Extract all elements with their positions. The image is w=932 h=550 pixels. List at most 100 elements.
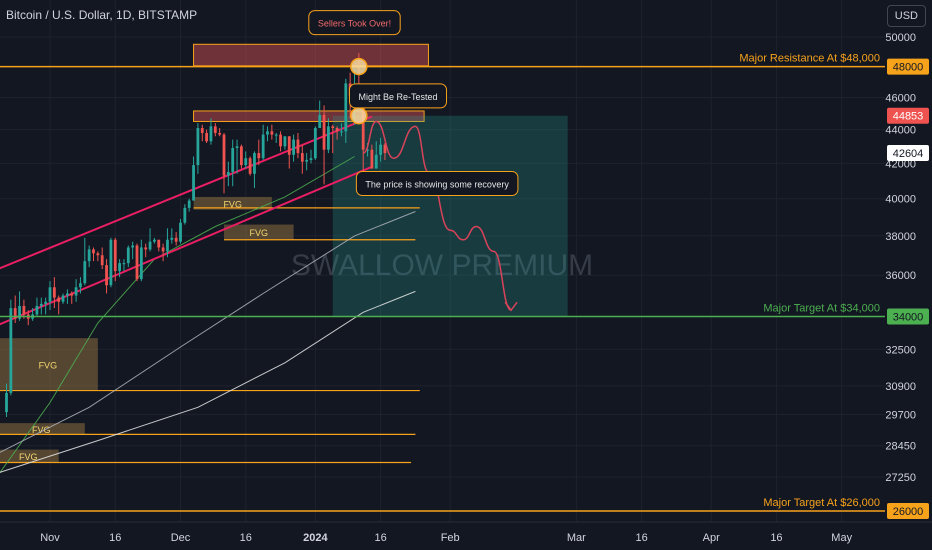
candle-body xyxy=(113,239,117,272)
candle-body xyxy=(344,83,348,132)
candle-body xyxy=(222,134,226,176)
candle-body xyxy=(92,249,95,254)
candle-body xyxy=(318,114,322,129)
candle-body xyxy=(309,158,313,160)
candle-body xyxy=(213,126,217,133)
candle-body xyxy=(266,131,269,135)
y-axis-label: 27250 xyxy=(885,472,916,484)
projection-arrowhead xyxy=(504,301,518,312)
candle-body xyxy=(22,305,26,315)
price-label-box xyxy=(887,58,929,75)
fvg-label: FVG xyxy=(32,425,51,435)
highlight-marker xyxy=(350,106,368,125)
candle-body xyxy=(248,158,252,174)
candle-body xyxy=(131,245,135,248)
fvg-label: FVG xyxy=(39,360,58,370)
candle-body xyxy=(109,239,113,286)
annotation-box xyxy=(355,171,519,197)
x-axis-label: 16 xyxy=(109,532,121,544)
price-label-text: 42604 xyxy=(893,148,924,160)
fvg-box xyxy=(0,338,98,391)
y-axis-label: 28450 xyxy=(885,441,916,453)
candle-body xyxy=(100,255,104,266)
candle-body xyxy=(52,287,56,298)
y-axis-label: 46000 xyxy=(885,92,916,104)
currency-button[interactable]: USD xyxy=(886,5,926,27)
level-label: Major Target At $26,000 xyxy=(763,497,880,509)
candle-body xyxy=(87,249,91,262)
fvg-label: FVG xyxy=(223,199,242,209)
x-axis-label: 16 xyxy=(770,532,782,544)
x-axis-label: Feb xyxy=(441,532,460,544)
candle-body xyxy=(287,136,291,155)
y-axis-label: 44000 xyxy=(885,125,916,137)
candle-body xyxy=(340,131,343,133)
y-axis-label: 29700 xyxy=(885,410,916,422)
x-axis-label: Dec xyxy=(171,532,191,544)
symbol-title: Bitcoin / U.S. Dollar, 1D, BITSTAMP xyxy=(6,8,198,22)
highlight-marker xyxy=(350,57,368,76)
candle-body xyxy=(205,132,208,142)
price-label-text: 26000 xyxy=(893,506,924,518)
resistance-zone xyxy=(193,110,425,122)
y-axis-label: 50000 xyxy=(885,32,916,44)
candle-body xyxy=(231,148,235,173)
fvg-label: FVG xyxy=(19,452,38,462)
candle-body xyxy=(166,239,169,252)
candle-body xyxy=(44,301,48,304)
candle-body xyxy=(144,247,148,250)
candle-body xyxy=(57,297,61,302)
y-axis-label: 38000 xyxy=(885,231,916,243)
candle-body xyxy=(70,293,74,296)
x-axis-label: 2024 xyxy=(303,532,328,544)
price-label-box xyxy=(887,308,929,325)
candle-body xyxy=(379,144,382,155)
annotation-text: Sellers Took Over! xyxy=(318,19,391,29)
candle-body xyxy=(279,134,282,147)
candle-body xyxy=(226,172,230,176)
candle-body xyxy=(322,114,326,150)
candle-body xyxy=(74,287,78,296)
price-label-text: 48000 xyxy=(893,62,924,74)
candle-body xyxy=(66,293,69,296)
candle-body xyxy=(235,146,239,149)
candle-body xyxy=(187,200,191,208)
price-label-box xyxy=(887,107,929,124)
candle-body xyxy=(313,128,317,159)
candle-body xyxy=(283,136,287,147)
moving-average-line xyxy=(0,290,416,473)
candle-body xyxy=(126,247,130,264)
candle-body xyxy=(296,139,300,154)
candle-body xyxy=(139,247,143,280)
candle-body xyxy=(331,126,335,129)
fvg-label: FVG xyxy=(250,228,269,238)
x-axis-label: 16 xyxy=(240,532,252,544)
candle-body xyxy=(374,154,378,169)
price-label-box xyxy=(887,503,929,519)
candle-body xyxy=(5,392,8,413)
y-axis-label: 42000 xyxy=(885,158,916,170)
candle-body xyxy=(261,134,265,159)
candle-body xyxy=(305,159,309,162)
candle-body xyxy=(13,308,17,319)
annotation-box xyxy=(308,10,401,36)
y-axis-label: 40000 xyxy=(885,194,916,206)
fvg-box xyxy=(224,224,294,240)
annotation-text: Might Be Re-Tested xyxy=(358,92,437,102)
x-axis-label: Mar xyxy=(567,532,586,544)
candle-body xyxy=(96,253,100,256)
candle-body xyxy=(300,153,304,162)
y-axis-label: 32500 xyxy=(885,344,916,356)
candle-body xyxy=(161,247,165,252)
candle-body xyxy=(200,128,204,133)
candle-body xyxy=(292,139,295,155)
candle-body xyxy=(383,144,387,154)
level-label: Major Target At $34,000 xyxy=(763,303,880,315)
annotation-text: The price is showing some recovery xyxy=(365,180,509,190)
candle-body xyxy=(218,132,222,135)
y-axis-label: 36000 xyxy=(885,270,916,282)
candle-body xyxy=(79,283,82,288)
candle-body xyxy=(257,153,261,159)
channel-line xyxy=(0,165,373,326)
